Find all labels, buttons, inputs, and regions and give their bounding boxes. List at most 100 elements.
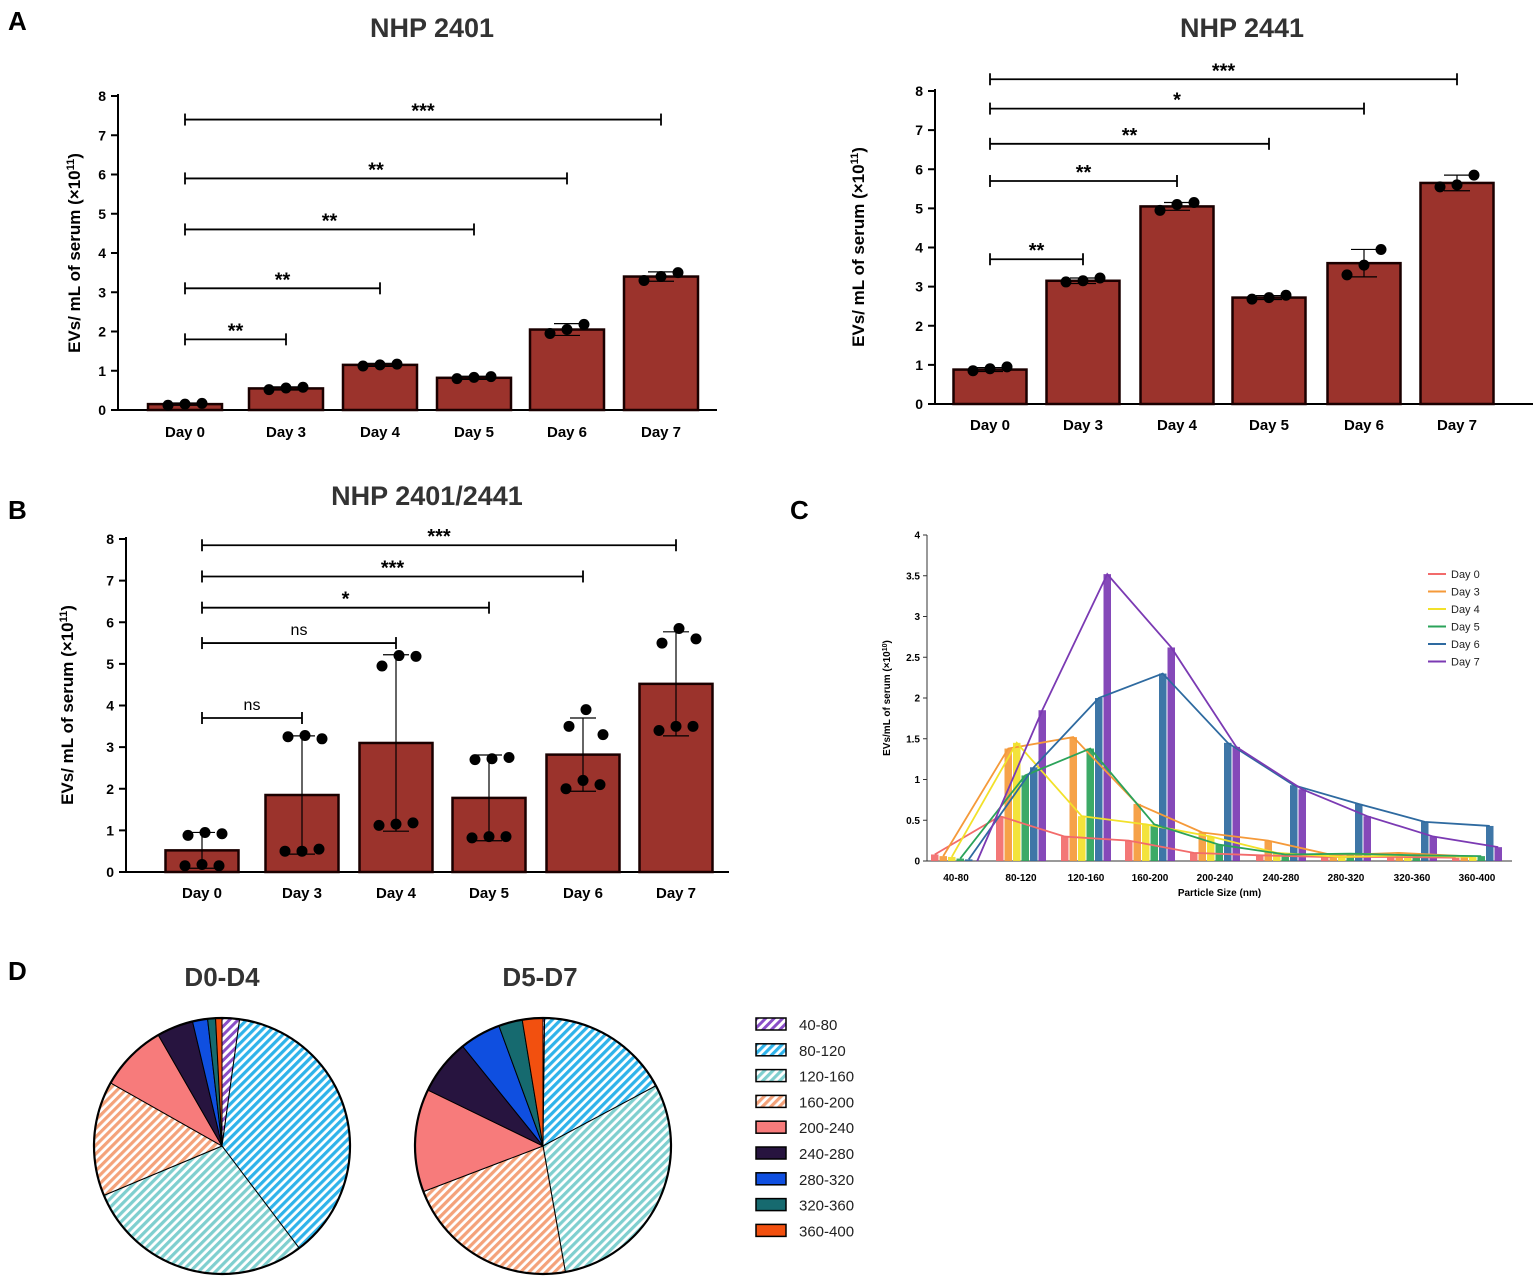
pie-legend: 40-80 80-120 120-160 160-200 200-240 240-280 2… xyxy=(755,1017,854,1240)
x-tick-label: Day 6 xyxy=(547,424,587,441)
legend-label: Day 6 xyxy=(1451,639,1480,651)
significance-label: ** xyxy=(275,269,291,291)
x-tick-label: Day 4 xyxy=(360,424,401,441)
y-tick-label: 4 xyxy=(106,698,114,714)
data-point xyxy=(1188,197,1200,209)
significance-label: ** xyxy=(1076,162,1092,184)
legend-label: 280-320 xyxy=(799,1172,854,1189)
data-point xyxy=(199,826,211,838)
chart-nhp-2441: NHP 2441 EVs/ mL of serum (×1011) 0 1 2 3 4 5 6 7… xyxy=(849,13,1533,434)
data-point xyxy=(984,363,996,375)
legend-label: 40-80 xyxy=(799,1017,837,1034)
chart-nhp-combined: NHP 2401/2441 EVs/ mL of serum (×1011) 0 1 2… xyxy=(58,481,729,902)
data-point xyxy=(357,360,369,372)
x-tick-label: 80-120 xyxy=(1005,873,1037,884)
bar-day-5 xyxy=(1021,775,1029,861)
x-tick-label: Day 7 xyxy=(656,885,696,902)
y-tick-label: 4 xyxy=(98,245,106,261)
legend-label: 80-120 xyxy=(799,1043,846,1060)
bar-day-0 xyxy=(1256,855,1264,861)
bar-day-7 xyxy=(1298,789,1306,861)
data-point xyxy=(486,753,498,765)
y-tick-label: 3 xyxy=(98,284,106,300)
y-axis-label-close: ) xyxy=(849,147,868,153)
data-point xyxy=(182,829,194,841)
legend-swatch xyxy=(755,1017,787,1031)
y-tick-label: 4 xyxy=(915,240,923,256)
y-tick-label: 0 xyxy=(914,857,920,868)
bar-day-5 xyxy=(1477,856,1485,861)
data-point xyxy=(656,637,668,649)
significance-label: * xyxy=(342,589,350,611)
y-tick-label: 3 xyxy=(106,739,114,755)
data-point xyxy=(391,358,403,370)
y-axis-label-exponent: 10 xyxy=(882,643,889,651)
data-point xyxy=(162,399,174,411)
bar-day-0 xyxy=(1452,857,1460,861)
bar-day-5 xyxy=(1281,854,1289,861)
data-point xyxy=(1001,361,1013,373)
bar-day-0 xyxy=(1321,856,1329,861)
data-point xyxy=(216,828,228,840)
legend-label: 120-160 xyxy=(799,1069,854,1086)
bar-day-7 xyxy=(1429,836,1437,861)
x-tick-label: 320-360 xyxy=(1394,873,1431,884)
significance-label: ** xyxy=(1122,125,1138,147)
data-point xyxy=(1468,169,1480,181)
y-tick-label: 6 xyxy=(915,161,923,177)
y-tick-label: 0 xyxy=(98,402,106,418)
bar-day-3 xyxy=(1329,855,1337,861)
y-tick-label: 2 xyxy=(914,694,920,705)
data-point xyxy=(469,754,481,766)
panel-label-b: B xyxy=(8,495,27,525)
x-tick-label: 360-400 xyxy=(1459,873,1496,884)
bar-day-7 xyxy=(1232,746,1240,861)
y-tick-label: 4 xyxy=(914,531,920,542)
x-tick-label: Day 6 xyxy=(1344,417,1384,434)
x-tick-label: Day 7 xyxy=(641,424,681,441)
legend-swatch xyxy=(755,1120,787,1134)
bar xyxy=(1231,296,1307,406)
data-point xyxy=(468,371,480,383)
y-tick-label: 2 xyxy=(98,324,106,340)
legend-label: 160-200 xyxy=(799,1094,854,1111)
bar-day-6 xyxy=(965,859,973,861)
chart-title: NHP 2441 xyxy=(1180,13,1304,43)
bar-day-4 xyxy=(1404,855,1412,861)
x-tick-label: 240-280 xyxy=(1263,873,1300,884)
y-tick-label: 8 xyxy=(915,83,923,99)
y-axis-label: EVs/mL of serum (×1010) xyxy=(882,640,894,756)
y-axis-label-exponent: 11 xyxy=(849,153,861,165)
data-point xyxy=(580,704,592,716)
bar xyxy=(622,275,700,412)
data-point xyxy=(1375,243,1387,255)
bar-day-7 xyxy=(1167,647,1175,861)
pie-chart-d0-d4: D0-D4 xyxy=(92,962,352,1276)
data-point xyxy=(280,382,292,394)
legend-label: 200-240 xyxy=(799,1120,854,1137)
data-point xyxy=(560,783,572,795)
legend-label: Day 3 xyxy=(1451,587,1480,599)
bar-day-7 xyxy=(1363,816,1371,861)
y-axis-label-close: ) xyxy=(65,153,84,159)
data-point xyxy=(179,860,191,872)
bar xyxy=(1419,181,1495,406)
data-point xyxy=(1094,272,1106,284)
bar-day-7 xyxy=(1103,574,1111,861)
x-tick-label: Day 7 xyxy=(1437,417,1477,434)
bar-day-5 xyxy=(1215,844,1223,861)
bar-day-7 xyxy=(1038,710,1046,861)
data-point xyxy=(213,860,225,872)
data-point xyxy=(561,324,573,336)
bar xyxy=(1326,261,1402,406)
bar xyxy=(952,368,1028,406)
y-axis-label-exponent: 11 xyxy=(58,611,70,623)
panel-label-d: D xyxy=(8,956,27,986)
legend-swatch xyxy=(755,1172,787,1186)
bar-day-3 xyxy=(939,856,947,861)
x-tick-label: Day 3 xyxy=(1063,417,1103,434)
data-point xyxy=(655,271,667,283)
data-point xyxy=(1171,198,1183,210)
data-point xyxy=(578,318,590,330)
data-point xyxy=(279,845,291,857)
